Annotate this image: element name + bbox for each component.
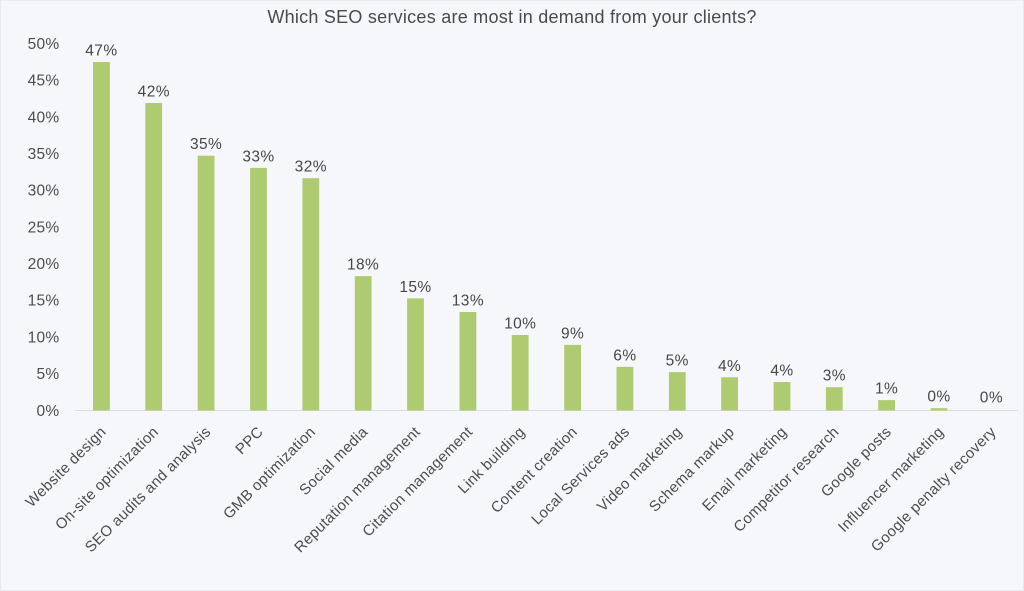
svg-text:10%: 10% bbox=[28, 329, 60, 346]
svg-text:35%: 35% bbox=[28, 146, 60, 163]
svg-text:35%: 35% bbox=[190, 136, 222, 153]
svg-text:20%: 20% bbox=[28, 256, 60, 273]
svg-text:0%: 0% bbox=[980, 390, 1003, 407]
svg-text:25%: 25% bbox=[28, 219, 60, 236]
svg-text:18%: 18% bbox=[347, 257, 379, 274]
svg-text:1%: 1% bbox=[875, 381, 898, 398]
svg-text:4%: 4% bbox=[718, 358, 741, 375]
svg-text:3%: 3% bbox=[823, 368, 846, 385]
svg-text:32%: 32% bbox=[295, 159, 327, 176]
svg-text:5%: 5% bbox=[36, 366, 59, 383]
svg-text:6%: 6% bbox=[613, 347, 636, 364]
svg-text:0%: 0% bbox=[36, 403, 59, 420]
svg-text:0%: 0% bbox=[927, 389, 950, 406]
svg-text:5%: 5% bbox=[666, 353, 689, 370]
svg-text:45%: 45% bbox=[28, 73, 60, 90]
svg-text:15%: 15% bbox=[28, 293, 60, 310]
svg-text:30%: 30% bbox=[28, 183, 60, 200]
svg-text:33%: 33% bbox=[242, 148, 274, 165]
svg-text:4%: 4% bbox=[770, 363, 793, 380]
svg-text:15%: 15% bbox=[399, 279, 431, 296]
svg-text:9%: 9% bbox=[561, 325, 584, 342]
svg-text:50%: 50% bbox=[28, 36, 60, 53]
svg-text:47%: 47% bbox=[85, 43, 117, 60]
svg-text:40%: 40% bbox=[28, 109, 60, 126]
svg-text:42%: 42% bbox=[138, 84, 170, 101]
svg-text:10%: 10% bbox=[504, 316, 536, 333]
svg-text:13%: 13% bbox=[452, 293, 484, 310]
svg-text:Which SEO services are most in: Which SEO services are most in demand fr… bbox=[267, 7, 756, 27]
